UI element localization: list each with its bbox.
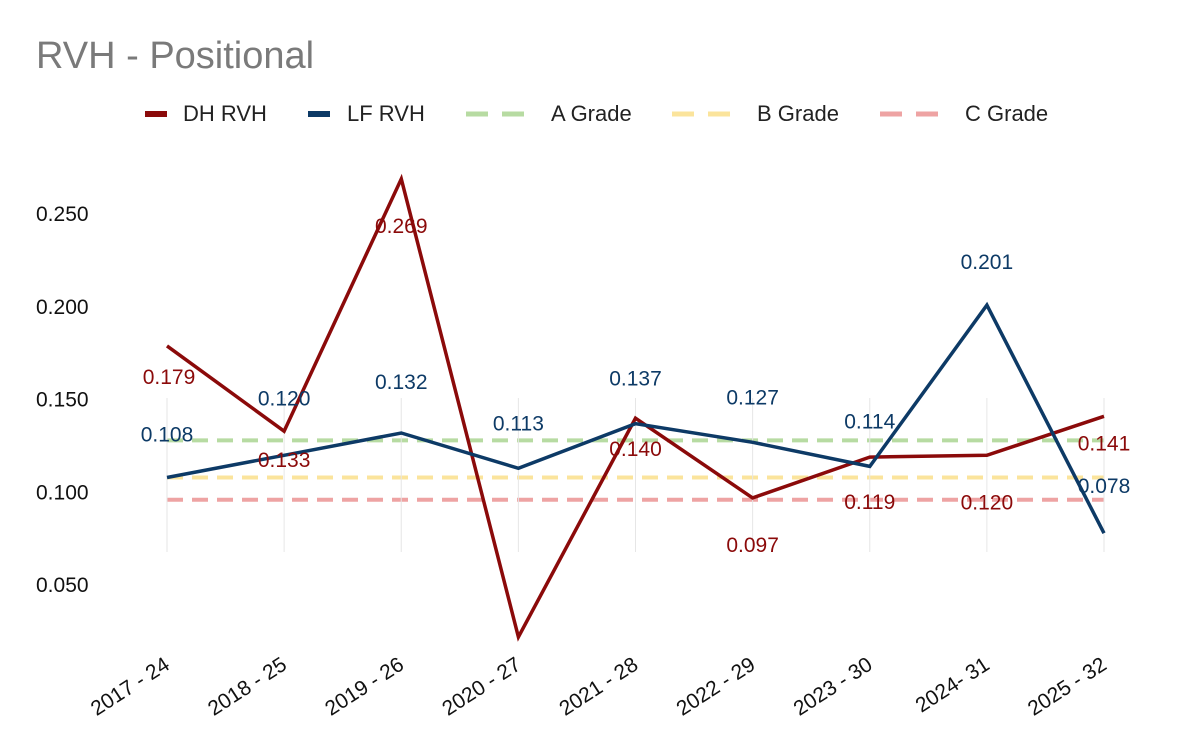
data-point-lf-rvh[interactable] [515, 465, 521, 471]
legend-label-c-grade: C Grade [965, 101, 1048, 126]
data-point-dh-rvh[interactable] [750, 495, 756, 501]
x-tick-label: 2025 - 32 [1024, 653, 1111, 721]
data-point-dh-rvh[interactable] [867, 454, 873, 460]
data-label-dh-rvh: 0.097 [726, 534, 779, 557]
series-lines [164, 173, 1107, 642]
x-tick-label: 2018 - 25 [204, 653, 291, 721]
series-line-dh-rvh[interactable] [165, 173, 1105, 642]
legend-item-dh-rvh[interactable]: DH RVH [145, 101, 267, 126]
data-labels: 0.179 0.133 0.269 0.140 0.097 0.119 0.120 0.141… [141, 215, 1131, 557]
data-point-lf-rvh[interactable] [750, 439, 756, 445]
y-tick-label: 0.150 [36, 389, 89, 412]
y-tick-label: 0.100 [36, 481, 89, 504]
x-tick-label: 2023 - 30 [790, 653, 877, 721]
legend-label-a-grade: A Grade [551, 101, 632, 126]
legend-label-lf-rvh: LF RVH [347, 101, 425, 126]
x-tick-label: 2019 - 26 [321, 653, 408, 721]
chart-title: RVH - Positional [36, 35, 314, 77]
data-label-lf-rvh: 0.201 [961, 251, 1014, 274]
data-label-lf-rvh: 0.114 [844, 410, 895, 433]
data-label-lf-rvh: 0.120 [258, 387, 311, 410]
y-tick-label: 0.200 [36, 296, 89, 319]
y-axis: 0.050 0.100 0.150 0.200 0.250 [36, 203, 89, 597]
data-label-dh-rvh: 0.140 [609, 438, 662, 461]
data-point-dh-rvh[interactable] [984, 452, 990, 458]
x-axis: 2017 - 24 2018 - 25 2019 - 26 2020 - 27 2021… [87, 653, 1111, 721]
data-label-dh-rvh: 0.269 [375, 215, 428, 238]
data-point-lf-rvh[interactable] [398, 430, 404, 436]
legend-label-dh-rvh: DH RVH [183, 101, 267, 126]
data-label-lf-rvh: 0.132 [375, 371, 428, 394]
x-tick-label: 2017 - 24 [87, 653, 174, 721]
data-label-dh-rvh: 0.179 [143, 366, 196, 389]
data-point-lf-rvh[interactable] [633, 421, 639, 427]
legend-item-c-grade[interactable]: C Grade [880, 101, 1048, 126]
legend: DH RVH LF RVH A Grade B Grade C Grade [145, 101, 1048, 126]
label-leaders [166, 398, 1105, 552]
data-point-lf-rvh[interactable] [867, 463, 873, 469]
legend-item-a-grade[interactable]: A Grade [466, 101, 632, 126]
data-point-dh-rvh[interactable] [515, 634, 521, 640]
reference-lines [167, 438, 1104, 502]
legend-item-lf-rvh[interactable]: LF RVH [308, 101, 425, 126]
data-point-dh-rvh[interactable] [398, 176, 404, 182]
series-line-lf-rvh[interactable] [166, 301, 1106, 534]
data-label-dh-rvh: 0.141 [1078, 432, 1131, 455]
x-tick-label: 2020 - 27 [438, 653, 525, 721]
data-label-dh-rvh: 0.133 [258, 449, 311, 472]
data-label-lf-rvh: 0.127 [726, 386, 779, 409]
data-point-dh-rvh[interactable] [281, 428, 287, 434]
data-point-dh-rvh[interactable] [633, 415, 639, 421]
data-label-lf-rvh: 0.078 [1078, 475, 1131, 498]
x-tick-label: 2022 - 29 [672, 653, 759, 721]
data-label-lf-rvh: 0.113 [493, 412, 544, 435]
data-point-lf-rvh[interactable] [984, 302, 990, 308]
legend-item-b-grade[interactable]: B Grade [672, 101, 839, 126]
data-label-lf-rvh: 0.137 [609, 368, 662, 391]
data-label-lf-rvh: 0.108 [141, 424, 194, 447]
data-point-dh-rvh[interactable] [164, 343, 170, 349]
legend-label-b-grade: B Grade [757, 101, 839, 126]
data-point-lf-rvh[interactable] [1101, 530, 1107, 536]
data-label-dh-rvh: 0.119 [844, 491, 895, 514]
y-tick-label: 0.250 [36, 203, 89, 226]
y-tick-label: 0.050 [36, 574, 89, 597]
x-tick-label: 2024- 31 [912, 653, 994, 717]
data-label-dh-rvh: 0.120 [961, 491, 1014, 514]
data-point-lf-rvh[interactable] [164, 475, 170, 481]
x-tick-label: 2021 - 28 [555, 653, 642, 721]
data-point-dh-rvh[interactable] [1101, 413, 1107, 419]
